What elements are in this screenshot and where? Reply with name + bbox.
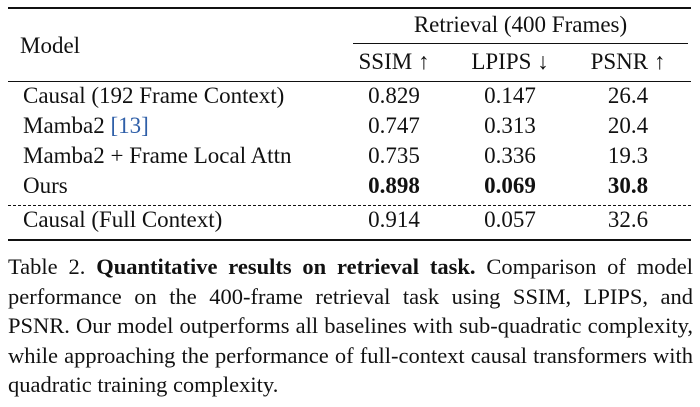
row-lpips: 0.313: [484, 113, 536, 138]
row-name: Ours: [23, 173, 68, 198]
row-ssim: 0.829: [368, 83, 420, 108]
row-name: Mamba2 + Frame Local Attn: [23, 143, 292, 168]
caption-label: Table 2.: [8, 254, 86, 279]
header-model: Model: [20, 33, 81, 58]
header-lpips: LPIPS ↓: [471, 49, 549, 74]
caption-bold: Quantitative results on retrieval task.: [96, 254, 476, 279]
row-ssim: 0.898: [368, 173, 420, 198]
dashed-separator: [8, 205, 691, 206]
row-psnr: 20.4: [607, 113, 649, 138]
row-name-text: Mamba2: [23, 113, 111, 138]
citation-link[interactable]: [13]: [110, 113, 149, 138]
group-underline: [353, 43, 688, 44]
row-psnr: 30.8: [607, 173, 649, 198]
row-lpips: 0.336: [484, 143, 536, 168]
row-lpips: 0.147: [484, 83, 536, 108]
table-caption: Table 2. Quantitative results on retriev…: [8, 252, 693, 400]
row-name: Mamba2 [13]: [23, 112, 149, 139]
table-top-rule: [8, 7, 691, 9]
row-ssim: 0.735: [368, 143, 420, 168]
row-lpips: 0.069: [484, 173, 536, 198]
table-header-rule: [8, 81, 691, 82]
row-name: Causal (192 Frame Context): [23, 83, 285, 108]
row-psnr: 19.3: [607, 143, 649, 168]
row-psnr: 32.6: [607, 207, 649, 232]
header-ssim: SSIM ↑: [358, 49, 430, 74]
row-name: Causal (Full Context): [23, 207, 223, 232]
header-psnr: PSNR ↑: [590, 49, 666, 74]
caption-text: Comparison of model performance on the 4…: [8, 254, 693, 397]
row-lpips: 0.057: [484, 207, 536, 232]
row-psnr: 26.4: [607, 83, 649, 108]
table-bottom-rule: [8, 239, 691, 241]
header-retrieval-group: Retrieval (400 Frames): [413, 12, 628, 37]
row-ssim: 0.747: [368, 113, 420, 138]
row-ssim: 0.914: [368, 207, 420, 232]
